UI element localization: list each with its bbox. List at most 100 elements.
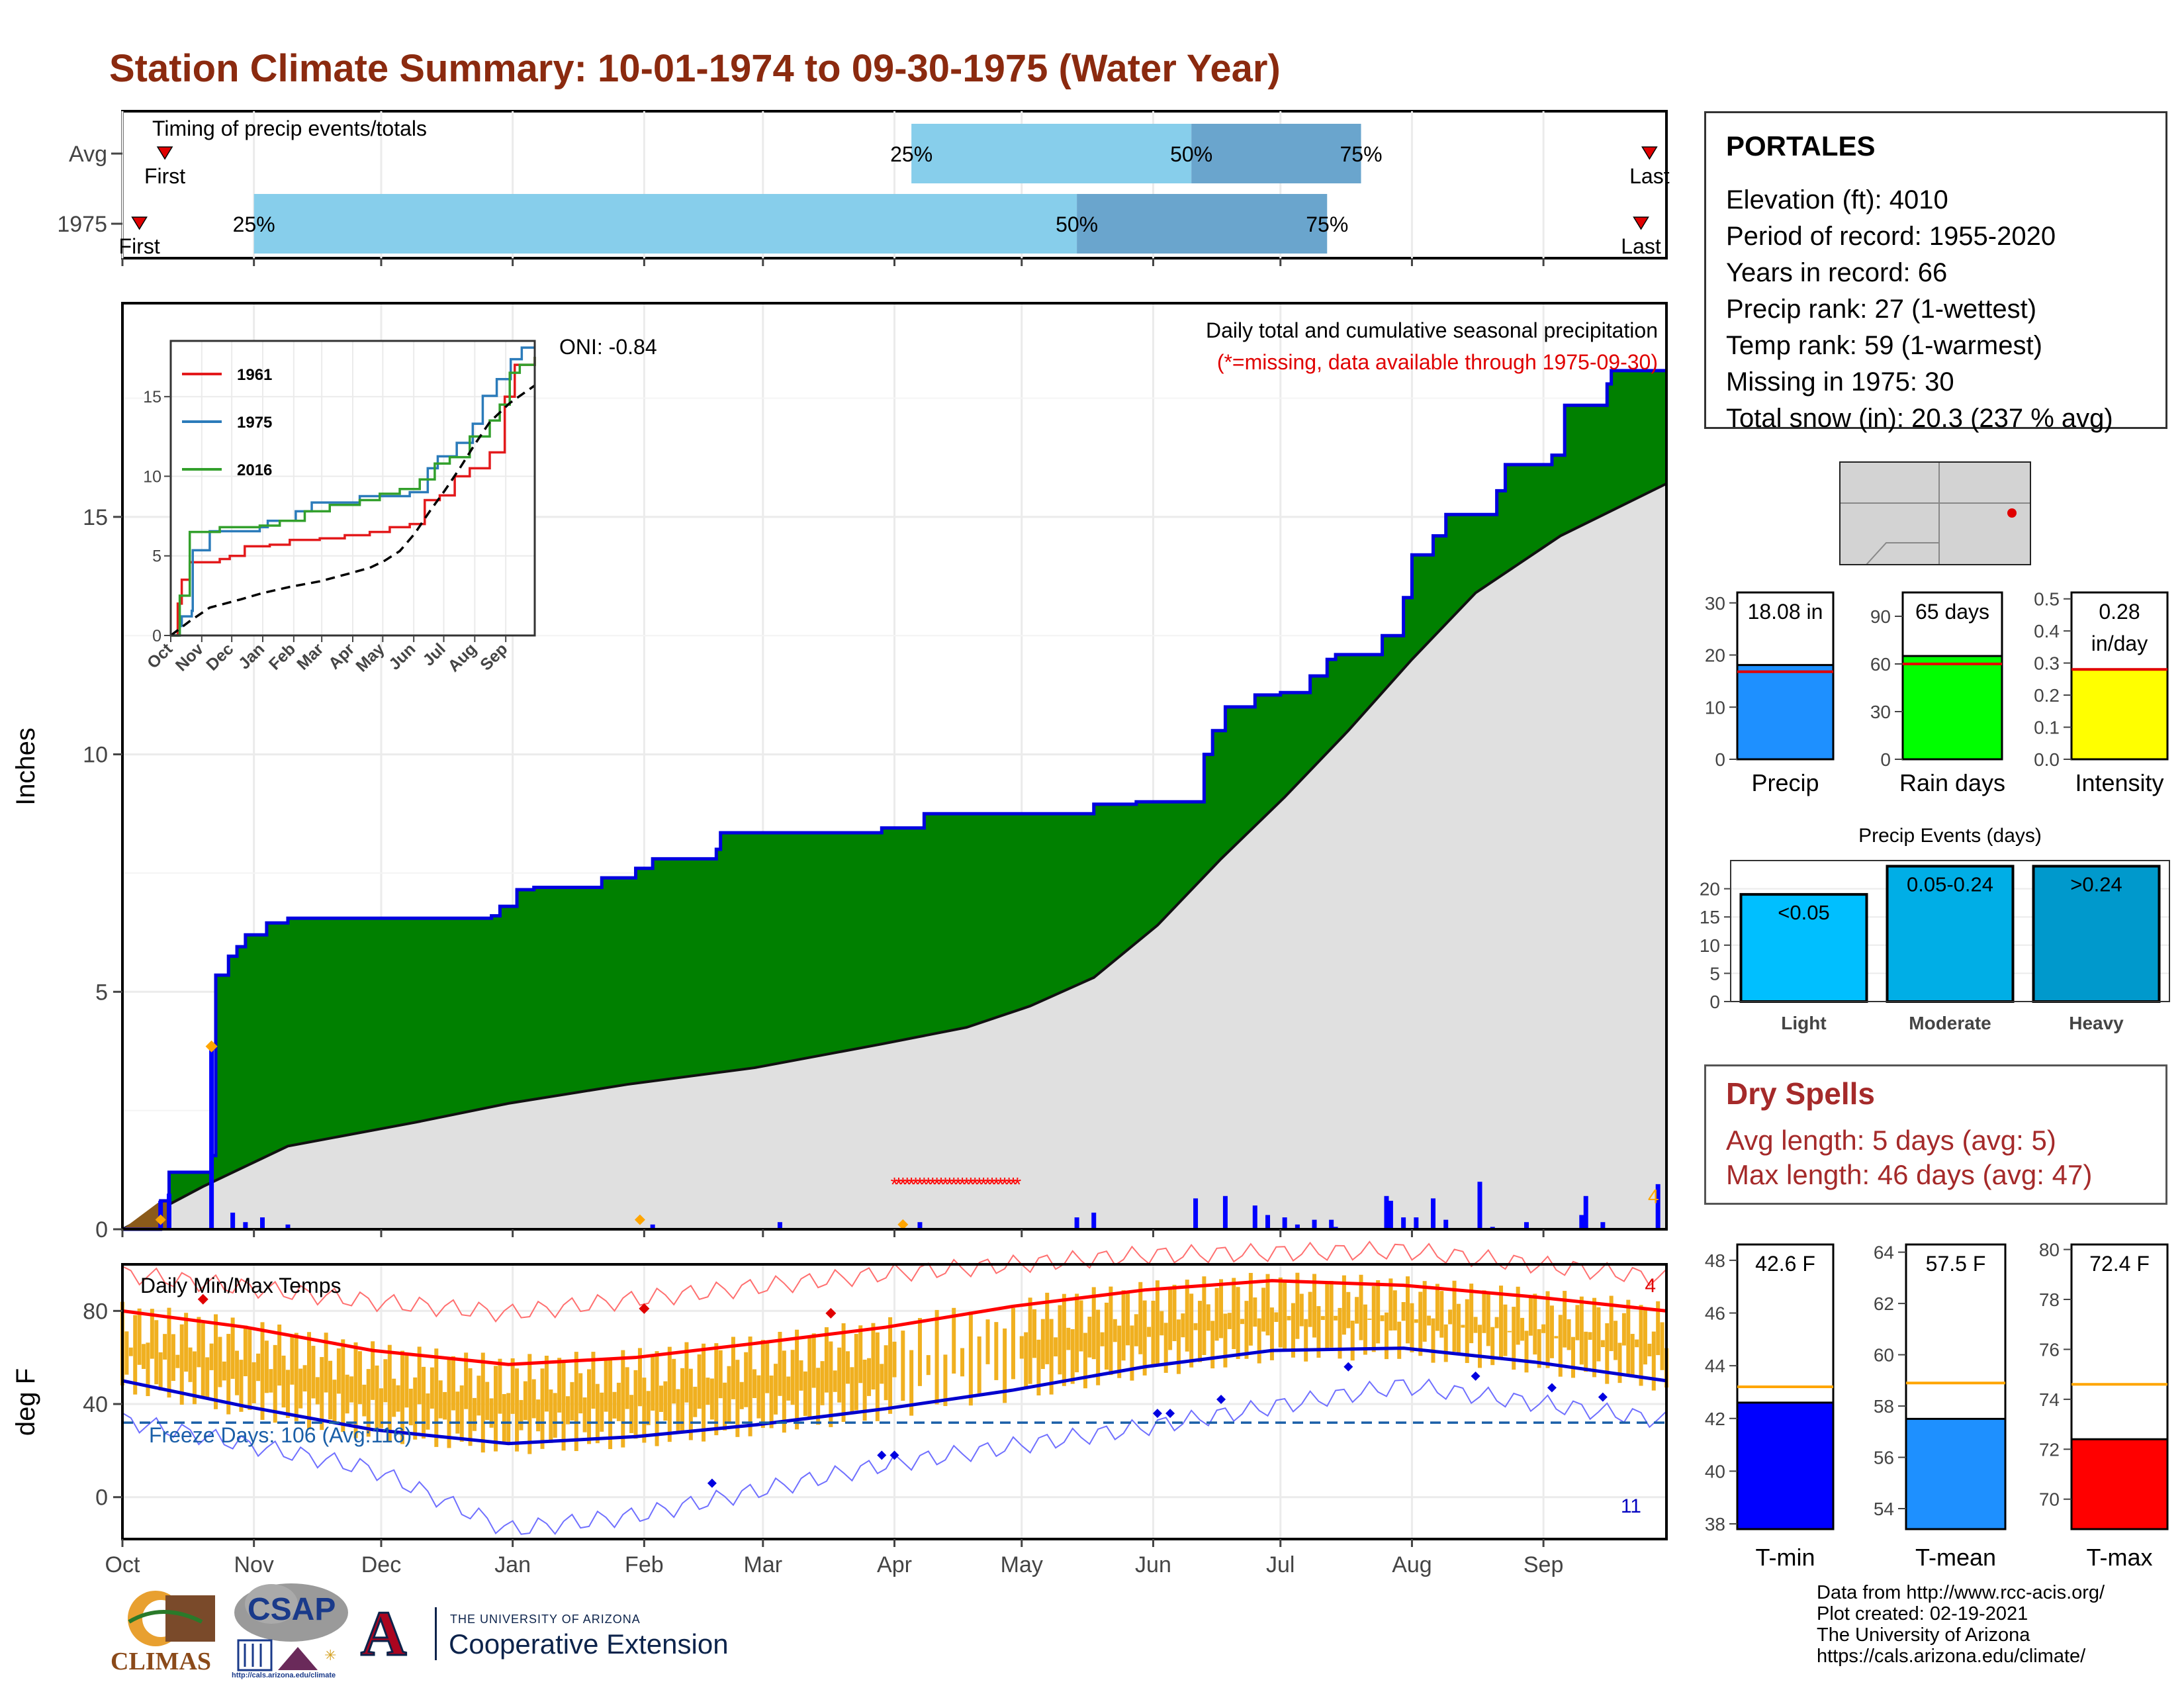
daily-precip-bar	[1295, 1224, 1300, 1229]
daily-temp-bar	[1397, 1321, 1402, 1359]
daily-temp-bar	[273, 1344, 277, 1423]
station-name: PORTALES	[1726, 130, 1876, 162]
intensity-y-tick-label: 0.1	[2034, 718, 2060, 738]
daily-temp-bar	[146, 1342, 150, 1397]
daily-temp-bar	[1181, 1313, 1185, 1338]
daily-precip-bar	[1524, 1222, 1529, 1229]
daily-temp-bar	[960, 1348, 965, 1377]
daily-temp-bar	[782, 1350, 786, 1433]
daily-temp-bar	[260, 1322, 265, 1420]
daily-temp-bar	[209, 1343, 214, 1370]
events-y-tick-label: 20	[1700, 879, 1720, 900]
events-y-tick-label: 5	[1709, 963, 1720, 984]
daily-temp-bar	[1299, 1293, 1304, 1327]
timing-bar-25-50-0	[911, 124, 1192, 183]
daily-temp-bar	[1558, 1315, 1563, 1377]
timing-last-marker	[1641, 146, 1658, 160]
station-missing: Missing in 1975: 30	[1726, 367, 1954, 397]
daily-temp-bar	[549, 1389, 553, 1443]
daily-precip-bar	[1477, 1182, 1482, 1229]
daily-temp-bar	[324, 1333, 328, 1393]
daily-temp-bar	[1503, 1304, 1508, 1356]
normal-min-line	[122, 1346, 1667, 1446]
daily-temp-bar	[1036, 1339, 1041, 1396]
daily-precip-bar	[1583, 1196, 1588, 1229]
daily-temp-bar	[1083, 1333, 1087, 1389]
daily-temp-bar	[443, 1391, 447, 1420]
t-mean-y-tick-label: 56	[1874, 1448, 1894, 1468]
daily-temp-bar	[1600, 1340, 1605, 1348]
missing-marker: *	[950, 1174, 958, 1196]
daily-temp-bar	[332, 1380, 337, 1424]
daily-temp-bar	[795, 1329, 799, 1430]
daily-temp-bar	[142, 1344, 146, 1369]
daily-temp-bar	[651, 1356, 655, 1411]
daily-temp-bar	[417, 1346, 422, 1405]
daily-temp-bar	[1660, 1322, 1664, 1370]
daily-temp-bar	[1066, 1327, 1071, 1350]
missing-marker: *	[942, 1174, 950, 1196]
precip-y-tick-label-3: 15	[83, 505, 108, 530]
daily-precip-bar	[260, 1217, 265, 1229]
daily-temp-bar	[408, 1388, 413, 1426]
t-min-y-tick-label: 46	[1705, 1303, 1725, 1324]
daily-temp-bar	[744, 1352, 749, 1407]
daily-temp-bar	[625, 1367, 629, 1409]
t-mean-chart: 57.5 F 54 56 58 60 62 64 T-mean	[1874, 1243, 2007, 1571]
station-period: Period of record: 1955-2020	[1726, 222, 2056, 251]
daily-temp-bar	[341, 1339, 345, 1432]
daily-temp-bar	[1019, 1336, 1024, 1359]
t-min-y-tick-label: 48	[1705, 1250, 1725, 1271]
daily-temp-bar	[1079, 1300, 1083, 1352]
ua-divider	[435, 1607, 437, 1660]
daily-temp-bar	[1232, 1278, 1236, 1349]
daily-temp-bar	[214, 1314, 218, 1409]
daily-temp-bar	[837, 1347, 842, 1403]
daily-temp-bar	[829, 1341, 833, 1427]
daily-temp-bar	[158, 1352, 163, 1391]
csap-logo: ✳ CSAP http://cals.arizona.edu/climate	[232, 1581, 351, 1683]
missing-marker: *	[916, 1174, 924, 1196]
daily-temp-bar	[1507, 1331, 1512, 1333]
daily-temp-bar	[709, 1378, 714, 1420]
station-location-map	[1839, 461, 2031, 565]
daily-temp-bar	[1024, 1332, 1028, 1389]
daily-temp-bar	[485, 1382, 490, 1421]
events-category-label: Moderate	[1909, 1013, 1991, 1033]
timing-first-marker	[156, 146, 173, 160]
daily-temp-bar	[1049, 1319, 1054, 1395]
daily-temp-bar	[1588, 1332, 1592, 1340]
daily-temp-bar	[1058, 1305, 1062, 1375]
record-min-marker	[877, 1450, 887, 1460]
daily-temp-bar	[1248, 1272, 1253, 1346]
csap-cloud-icon: ✳	[234, 1583, 348, 1671]
t-mean-value-label: 57.5 F	[1926, 1252, 1986, 1276]
daily-temp-bar	[1410, 1303, 1414, 1352]
timing-first-label: First	[144, 164, 185, 188]
daily-temp-bar	[422, 1366, 426, 1439]
daily-temp-bar	[642, 1378, 647, 1443]
inset-y-tick-label-3: 15	[143, 388, 161, 406]
precip-y-tick-label: 30	[1705, 593, 1725, 614]
daily-temp-bar	[1639, 1305, 1643, 1386]
daily-temp-bar	[1461, 1325, 1465, 1328]
t-min-y-tick-label: 38	[1705, 1514, 1725, 1534]
month-label-9: Jul	[1266, 1552, 1295, 1577]
t-min-y-tick-label: 42	[1705, 1409, 1725, 1429]
timing-bar-25-50-1	[253, 194, 1077, 254]
daily-temp-bar	[1647, 1343, 1652, 1356]
daily-temp-bar	[1219, 1279, 1224, 1338]
record-min-marker	[1165, 1409, 1175, 1419]
climas-emblem-icon	[128, 1591, 215, 1646]
timing-pct-label: 75%	[1306, 212, 1348, 236]
daily-temp-bar	[1392, 1290, 1397, 1331]
daily-temp-bar	[430, 1367, 434, 1409]
precip-marker-0	[155, 1214, 166, 1225]
daily-temp-bar	[396, 1385, 400, 1412]
daily-temp-bar	[1163, 1323, 1168, 1373]
ua-extension-text: Cooperative Extension	[449, 1628, 729, 1660]
daily-temp-bar	[1452, 1280, 1457, 1352]
daily-temp-bar	[1176, 1319, 1181, 1374]
daily-temp-bar	[561, 1362, 566, 1451]
station-location-dot	[2007, 508, 2017, 518]
